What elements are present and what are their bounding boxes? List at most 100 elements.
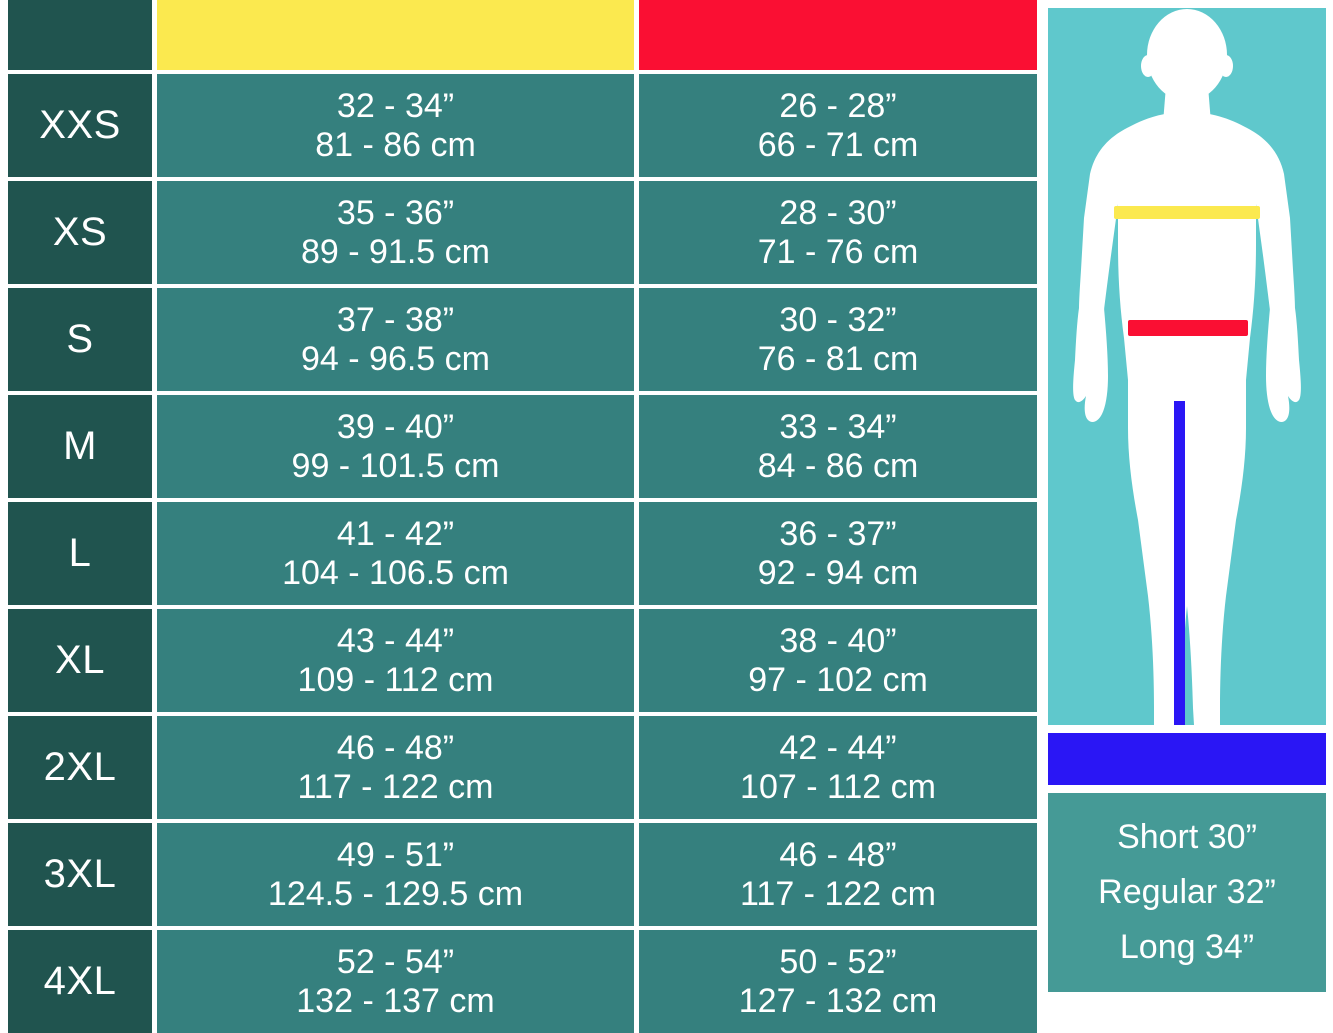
spacer <box>152 181 157 284</box>
waist-measurement-cell: 50 - 52” 127 - 132 cm <box>639 930 1037 1033</box>
spacer <box>0 605 1040 609</box>
waist-measurement-cell: 33 - 34” 84 - 86 cm <box>639 395 1037 498</box>
waist-measure-band <box>1128 320 1248 336</box>
chest-cm: 94 - 96.5 cm <box>301 339 490 378</box>
spacer <box>0 819 1040 823</box>
spacer <box>1037 502 1045 605</box>
size-label: L <box>8 502 152 605</box>
waist-legend-bar <box>639 0 1037 70</box>
spacer <box>1037 395 1045 498</box>
spacer <box>1037 74 1045 177</box>
waist-inches: 36 - 37” <box>779 514 897 553</box>
waist-inches: 42 - 44” <box>779 728 897 767</box>
chest-measurement-cell: 43 - 44” 109 - 112 cm <box>157 609 634 712</box>
waist-measurement-cell: 26 - 28” 66 - 71 cm <box>639 74 1037 177</box>
spacer <box>0 498 1040 502</box>
spacer <box>0 284 1040 288</box>
waist-cm: 76 - 81 cm <box>757 339 919 378</box>
table-row: XS 35 - 36” 89 - 91.5 cm 28 - 30” 71 - 7… <box>0 181 1045 284</box>
spacer <box>0 288 8 391</box>
spacer <box>1037 609 1045 712</box>
spacer <box>634 609 639 712</box>
spacer <box>152 74 157 177</box>
spacer <box>0 712 1040 716</box>
waist-inches: 28 - 30” <box>779 193 897 232</box>
spacer <box>634 74 639 177</box>
spacer <box>152 288 157 391</box>
body-figure-icon <box>1073 9 1301 725</box>
length-option-short: Short 30” <box>1117 818 1257 856</box>
table-row: XXS 32 - 34” 81 - 86 cm 26 - 28” 66 - 71… <box>0 74 1045 177</box>
chest-measurement-cell: 35 - 36” 89 - 91.5 cm <box>157 181 634 284</box>
spacer <box>0 609 8 712</box>
inseam-measure-line <box>1174 401 1185 725</box>
chest-cm: 99 - 101.5 cm <box>291 446 500 485</box>
spacer <box>0 930 8 1033</box>
spacer <box>1037 181 1045 284</box>
waist-inches: 26 - 28” <box>779 86 897 125</box>
spacer <box>1037 288 1045 391</box>
table-row: XL 43 - 44” 109 - 112 cm 38 - 40” 97 - 1… <box>0 609 1045 712</box>
spacer <box>1037 930 1045 1033</box>
chest-measurement-cell: 49 - 51” 124.5 - 129.5 cm <box>157 823 634 926</box>
spacer <box>152 395 157 498</box>
size-table: XXS 32 - 34” 81 - 86 cm 26 - 28” 66 - 71… <box>0 0 1045 1033</box>
chest-measurement-cell: 39 - 40” 99 - 101.5 cm <box>157 395 634 498</box>
table-row: 4XL 52 - 54” 132 - 137 cm 50 - 52” 127 -… <box>0 930 1045 1033</box>
spacer <box>634 823 639 926</box>
spacer <box>0 926 1040 930</box>
spacer <box>634 930 639 1033</box>
spacer <box>0 716 8 819</box>
waist-inches: 50 - 52” <box>779 942 897 981</box>
spacer <box>0 177 1040 181</box>
waist-cm: 127 - 132 cm <box>738 981 938 1020</box>
chest-inches: 43 - 44” <box>336 621 455 660</box>
waist-inches: 33 - 34” <box>779 407 897 446</box>
spacer <box>634 395 639 498</box>
waist-cm: 117 - 122 cm <box>740 874 936 913</box>
table-row: S 37 - 38” 94 - 96.5 cm 30 - 32” 76 - 81… <box>0 288 1045 391</box>
spacer <box>634 716 639 819</box>
spacer <box>634 181 639 284</box>
table-header-row <box>0 0 1045 70</box>
length-option-regular: Regular 32” <box>1098 873 1276 911</box>
body-figure-panel <box>1048 8 1326 725</box>
waist-inches: 38 - 40” <box>779 621 897 660</box>
spacer <box>152 609 157 712</box>
spacer <box>0 74 8 177</box>
size-label: S <box>8 288 152 391</box>
waist-cm: 66 - 71 cm <box>757 125 919 164</box>
table-row: 2XL 46 - 48” 117 - 122 cm 42 - 44” 107 -… <box>0 716 1045 819</box>
chest-measurement-cell: 52 - 54” 132 - 137 cm <box>157 930 634 1033</box>
table-row: M 39 - 40” 99 - 101.5 cm 33 - 34” 84 - 8… <box>0 395 1045 498</box>
waist-cm: 97 - 102 cm <box>748 660 928 699</box>
chest-cm: 89 - 91.5 cm <box>301 232 490 271</box>
chest-measurement-cell: 46 - 48” 117 - 122 cm <box>157 716 634 819</box>
waist-cm: 84 - 86 cm <box>757 446 919 485</box>
chest-inches: 32 - 34” <box>336 86 455 125</box>
table-row: 3XL 49 - 51” 124.5 - 129.5 cm 46 - 48” 1… <box>0 823 1045 926</box>
spacer <box>1037 716 1045 819</box>
chest-inches: 39 - 40” <box>336 407 455 446</box>
spacer <box>0 70 1040 74</box>
spacer <box>0 181 8 284</box>
spacer <box>152 502 157 605</box>
size-label: 2XL <box>8 716 152 819</box>
waist-cm: 107 - 112 cm <box>740 767 936 806</box>
chest-measurement-cell: 37 - 38” 94 - 96.5 cm <box>157 288 634 391</box>
spacer <box>634 288 639 391</box>
table-row: L 41 - 42” 104 - 106.5 cm 36 - 37” 92 - … <box>0 502 1045 605</box>
chest-inches: 46 - 48” <box>336 728 455 767</box>
spacer <box>1037 823 1045 926</box>
waist-measurement-cell: 38 - 40” 97 - 102 cm <box>639 609 1037 712</box>
waist-cm: 92 - 94 cm <box>757 553 919 592</box>
spacer <box>634 0 639 70</box>
spacer <box>0 823 8 926</box>
chest-cm: 132 - 137 cm <box>296 981 495 1020</box>
waist-measurement-cell: 30 - 32” 76 - 81 cm <box>639 288 1037 391</box>
chest-measure-band <box>1114 206 1260 219</box>
size-label: M <box>8 395 152 498</box>
spacer <box>152 716 157 819</box>
chest-cm: 124.5 - 129.5 cm <box>267 874 524 913</box>
